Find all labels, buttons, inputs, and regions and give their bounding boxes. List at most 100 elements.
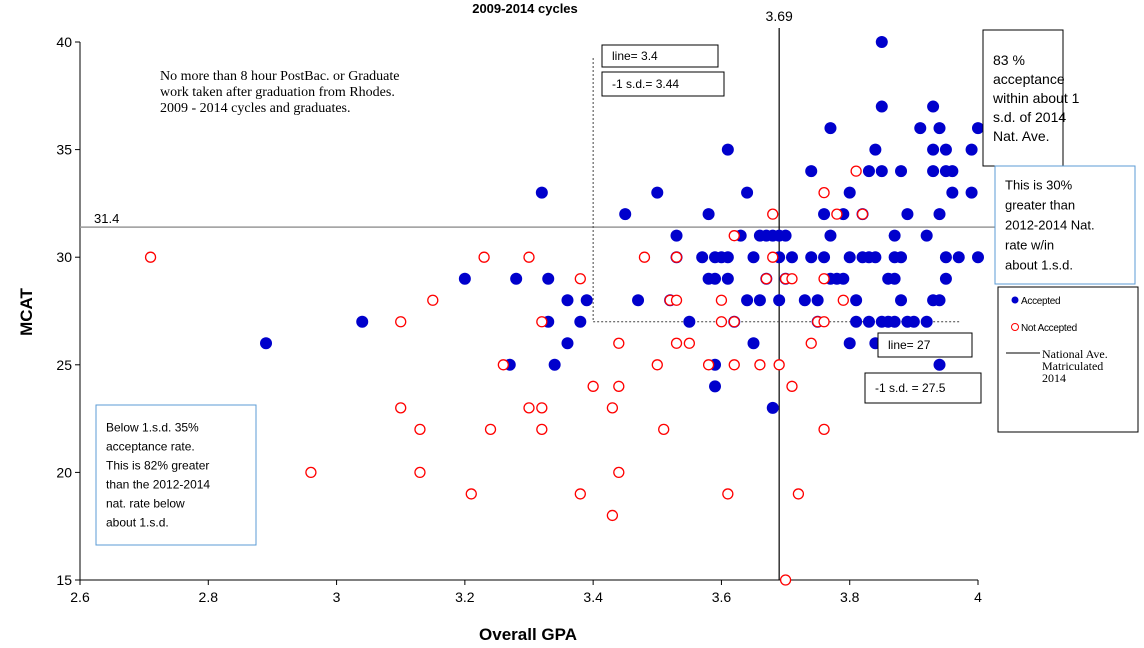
data-point	[920, 229, 933, 242]
data-point	[458, 272, 471, 285]
data-point	[927, 294, 940, 307]
data-point	[920, 315, 933, 328]
data-point	[395, 316, 407, 328]
data-point	[741, 294, 754, 307]
data-point	[536, 402, 548, 414]
data-point	[933, 122, 946, 135]
annotation-text: work taken after graduation from Rhodes.	[160, 85, 395, 100]
data-point	[356, 315, 369, 328]
data-point	[619, 208, 632, 221]
data-point	[933, 358, 946, 371]
national-mcat-label: 31.4	[94, 211, 119, 226]
data-point	[965, 143, 978, 156]
data-point	[779, 574, 792, 586]
data-point	[722, 488, 734, 500]
data-point	[542, 272, 555, 285]
y-tick-label: 35	[56, 142, 72, 158]
data-point	[535, 186, 548, 199]
data-point	[709, 380, 722, 393]
data-point	[728, 359, 740, 371]
data-point	[696, 251, 709, 264]
y-axis-label: MCAT	[17, 287, 36, 335]
annotation-text: This is 82% greater	[106, 459, 209, 473]
annotation-text: acceptance rate.	[106, 440, 195, 454]
annotation-text: line= 3.4	[612, 49, 658, 63]
data-point	[939, 251, 952, 264]
data-point	[875, 100, 888, 113]
data-point	[536, 316, 548, 328]
legend-box	[997, 286, 1139, 433]
data-point	[721, 272, 734, 285]
data-point	[632, 294, 645, 307]
data-point	[888, 272, 901, 285]
data-point	[670, 337, 683, 349]
data-point	[786, 380, 798, 392]
data-point	[728, 316, 740, 328]
data-point	[753, 294, 766, 307]
data-point	[702, 208, 715, 221]
data-point	[786, 273, 798, 285]
data-point	[574, 273, 586, 285]
data-point	[843, 186, 856, 199]
data-point	[747, 337, 760, 350]
data-point	[837, 294, 849, 306]
annotation-box	[864, 372, 982, 404]
data-point	[939, 143, 952, 156]
data-point	[670, 229, 683, 242]
annotation-text: -1 s.d.= 3.44	[612, 77, 679, 91]
data-point	[574, 315, 587, 328]
data-point	[574, 488, 586, 500]
data-point	[888, 315, 901, 328]
data-point	[875, 36, 888, 48]
data-point	[779, 229, 792, 242]
data-point	[805, 251, 818, 264]
data-point	[702, 359, 715, 371]
data-point	[670, 251, 683, 263]
data-point	[850, 294, 863, 307]
y-tick-label: 30	[56, 249, 72, 265]
data-point	[465, 488, 477, 500]
data-point	[760, 273, 772, 285]
data-point	[741, 186, 754, 199]
data-point	[260, 337, 273, 350]
data-point	[613, 466, 625, 479]
data-point	[856, 208, 869, 220]
data-point	[613, 380, 625, 392]
data-point	[773, 294, 786, 307]
y-tick-label: 20	[56, 464, 72, 480]
data-point	[818, 208, 831, 221]
annotation-text: acceptance	[993, 71, 1065, 87]
data-point	[818, 251, 831, 264]
data-point	[888, 229, 901, 242]
x-tick-label: 3.2	[455, 589, 475, 605]
data-point	[805, 337, 817, 349]
annotation-box	[601, 71, 725, 97]
data-point	[305, 466, 317, 479]
data-point	[831, 208, 843, 220]
data-point	[850, 315, 863, 328]
national-gpa-label: 3.69	[766, 8, 793, 24]
data-point	[523, 251, 535, 263]
data-point	[414, 423, 426, 436]
annotation-box	[994, 165, 1136, 285]
data-point	[484, 423, 497, 436]
annotation-box	[601, 44, 719, 68]
data-point	[523, 402, 535, 414]
data-point	[952, 251, 965, 264]
data-point	[805, 165, 818, 178]
data-point	[798, 294, 811, 307]
data-point	[927, 165, 940, 178]
legend-label: Accepted	[1021, 296, 1060, 307]
x-tick-label: 3.8	[840, 589, 860, 605]
annotation-text: within about 1	[992, 90, 1080, 106]
annotation-text: Below 1.s.d. 35%	[106, 421, 199, 435]
data-point	[850, 165, 862, 177]
data-point	[946, 186, 959, 199]
data-point	[895, 251, 908, 264]
data-point	[818, 273, 830, 285]
annotation-text: than the 2012-2014	[106, 478, 210, 492]
data-point	[709, 272, 722, 285]
x-tick-label: 3.6	[712, 589, 732, 605]
annotation-box	[877, 332, 973, 358]
